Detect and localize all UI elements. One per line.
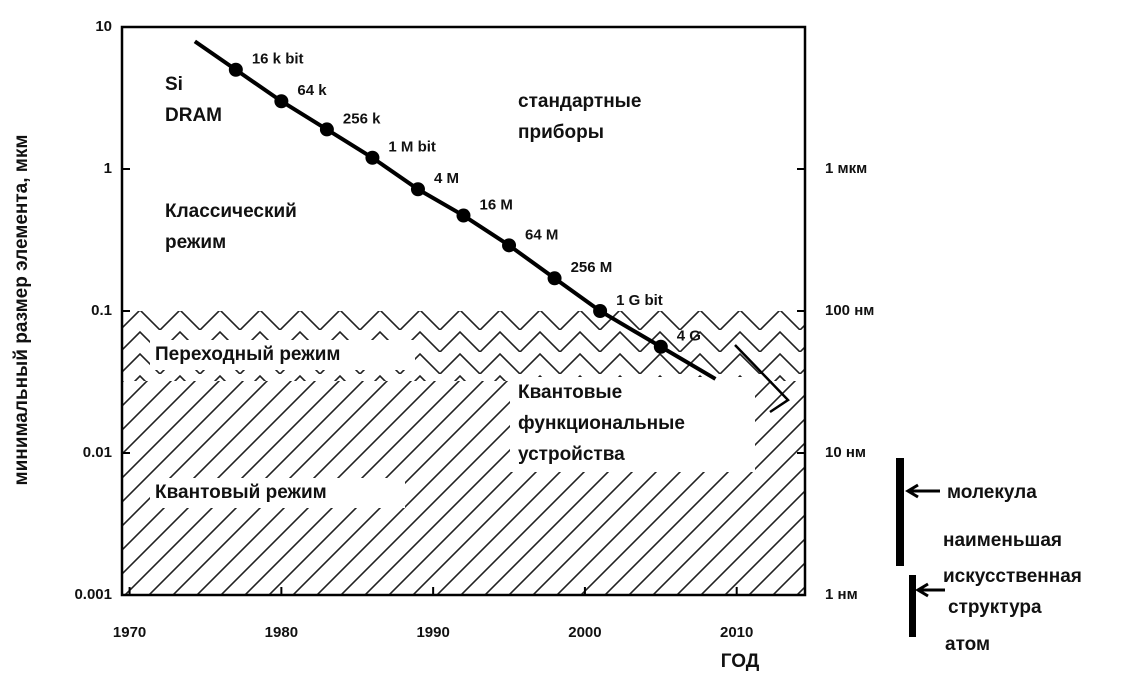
y2-tick-label: 10 нм [825,444,866,461]
annotation: Квантовый режим [155,482,327,503]
line [234,68,662,349]
label-bg [150,340,415,370]
y-axis-title: минимальный размер элемента, мкм [11,135,32,486]
y-tick-label: 1 [104,160,112,177]
y2-tick-label: 100 нм [825,302,874,319]
annotation: DRAM [165,105,222,126]
y2-tick-label: 1 мкм [825,160,867,177]
annotation: Квантовые [518,382,622,403]
annotation: режим [165,232,226,253]
annotation: приборы [518,122,604,143]
annotation: наименьшая [943,530,1062,551]
point [365,150,380,165]
point [228,62,243,77]
y-tick-label: 0.001 [74,586,112,603]
y-tick-label: 0.01 [83,444,112,461]
label-bg [150,478,405,508]
point-label: 1 G bit [616,292,663,309]
x-tick-label: 1980 [265,624,298,641]
size-bar [896,458,904,566]
annotation: структура [948,597,1042,618]
point-label: 1 M bit [388,139,436,156]
annotation: стандартные [518,91,641,112]
point [319,122,334,137]
annotation: Классический [165,201,297,222]
x-tick-label: 2010 [720,624,753,641]
annotation: Переходный режим [155,344,340,365]
point-label: 256 k [343,110,381,127]
annotation: искусственная [943,566,1082,587]
annotation: Si [165,74,183,95]
y-tick-label: 10 [95,18,112,35]
point-label: 16 M [480,197,513,214]
point-label: 16 k bit [252,51,304,68]
point-label: 64 M [525,226,558,243]
annotation: функциональные [518,413,685,434]
x-tick-label: 1990 [416,624,449,641]
point [593,304,608,318]
point [410,182,425,197]
annotation: атом [945,634,990,655]
point [653,339,668,354]
point [502,238,517,253]
point-label: 256 M [571,259,613,276]
y2-tick-label: 1 нм [825,586,858,603]
y-tick-label: 0.1 [91,302,112,319]
arrow [734,344,790,414]
point [456,208,471,223]
x-tick-label: 2000 [568,624,601,641]
point-label: 4 M [434,170,459,187]
arrow [915,582,945,598]
annotation: устройства [518,444,625,465]
x-tick-label: 1970 [113,624,146,641]
arrow [905,483,940,499]
annotation: молекула [947,482,1037,503]
size-bar [909,575,916,637]
label-bg [510,377,755,472]
x-axis-title: ГОД [721,651,760,672]
trend-extension [193,39,717,381]
point [547,271,562,286]
point-label: 64 k [297,82,327,99]
point-label: 4 G [677,328,701,345]
point [274,94,289,109]
